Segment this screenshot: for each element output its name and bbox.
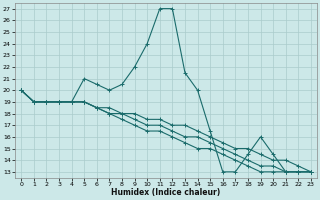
X-axis label: Humidex (Indice chaleur): Humidex (Indice chaleur) (111, 188, 221, 197)
